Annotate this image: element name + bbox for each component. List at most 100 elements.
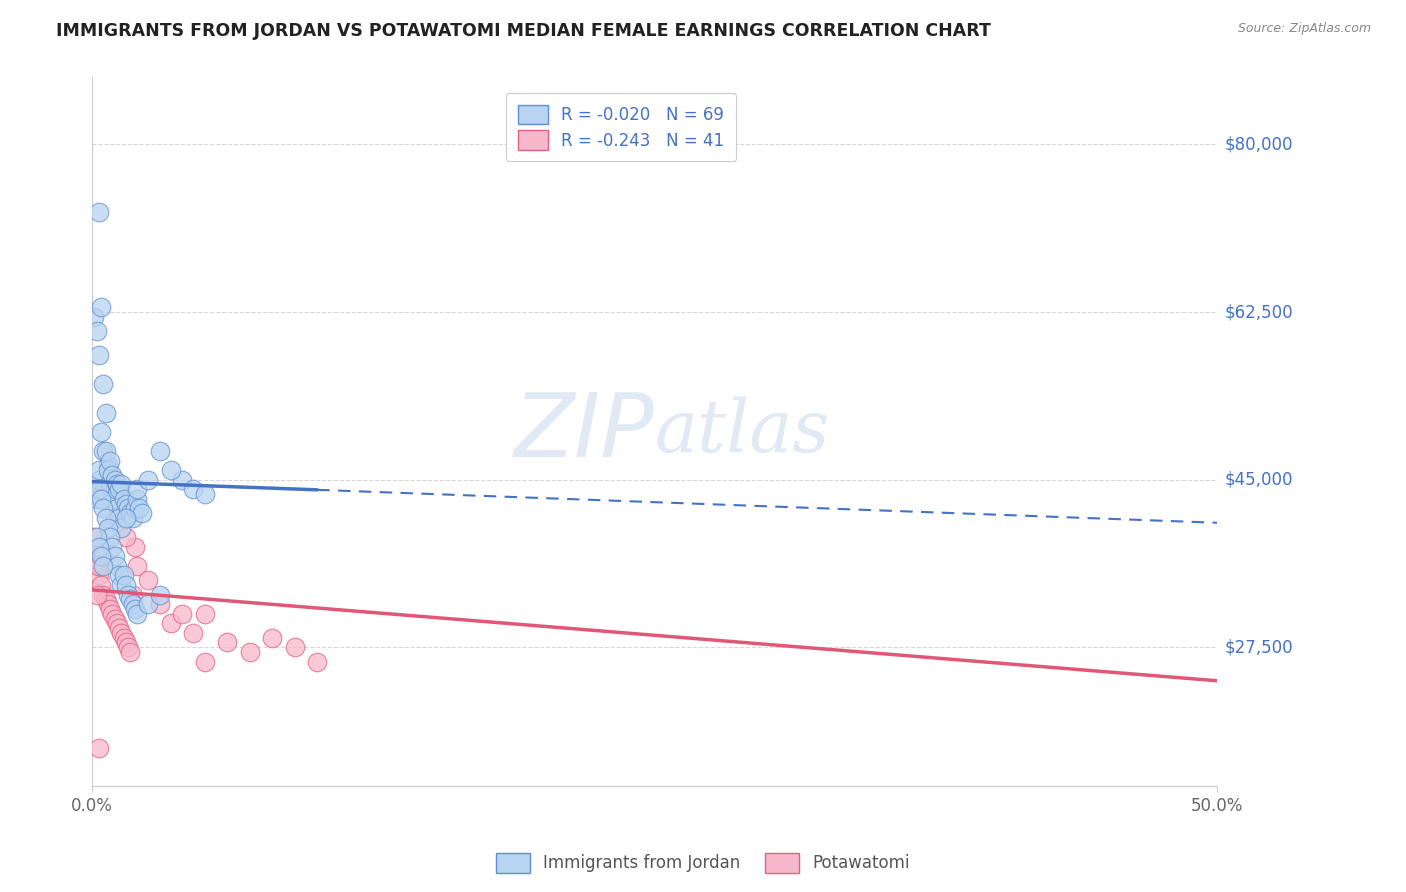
Point xyxy=(97,458,120,473)
Point xyxy=(112,568,135,582)
Point xyxy=(93,549,115,564)
Point xyxy=(105,558,128,573)
Point xyxy=(90,549,112,564)
Point xyxy=(90,491,112,506)
Point xyxy=(110,626,132,640)
Point xyxy=(93,376,115,391)
Point xyxy=(104,611,127,625)
Point xyxy=(124,602,146,616)
Point xyxy=(87,482,110,496)
Point xyxy=(108,482,131,496)
Point xyxy=(194,607,217,621)
Point xyxy=(194,487,217,501)
Point xyxy=(94,444,117,458)
Point xyxy=(149,588,172,602)
Point xyxy=(87,348,110,362)
Point xyxy=(94,592,117,607)
Point xyxy=(105,616,128,631)
Point xyxy=(86,558,108,573)
Point xyxy=(108,511,131,525)
Point xyxy=(110,477,132,491)
Point xyxy=(160,616,183,631)
Point xyxy=(217,635,239,649)
Point xyxy=(131,506,153,520)
Point xyxy=(108,568,131,582)
Point xyxy=(284,640,307,655)
Point xyxy=(93,558,115,573)
Point xyxy=(149,444,172,458)
Point xyxy=(93,501,115,516)
Point xyxy=(149,597,172,611)
Point xyxy=(101,540,124,554)
Point xyxy=(86,530,108,544)
Point xyxy=(104,511,127,525)
Point xyxy=(98,473,121,487)
Point xyxy=(120,645,142,659)
Point xyxy=(117,588,139,602)
Point xyxy=(87,740,110,755)
Point xyxy=(110,520,132,534)
Text: ZIP: ZIP xyxy=(515,389,655,475)
Point xyxy=(108,621,131,635)
Point xyxy=(87,473,110,487)
Point xyxy=(127,491,149,506)
Point xyxy=(124,540,146,554)
Point xyxy=(90,578,112,592)
Point xyxy=(112,491,135,506)
Point xyxy=(127,558,149,573)
Point xyxy=(183,482,205,496)
Text: Source: ZipAtlas.com: Source: ZipAtlas.com xyxy=(1237,22,1371,36)
Point xyxy=(87,568,110,582)
Point xyxy=(115,635,138,649)
Point xyxy=(127,607,149,621)
Text: $80,000: $80,000 xyxy=(1225,136,1292,153)
Point xyxy=(83,549,105,564)
Point xyxy=(128,501,150,516)
Point xyxy=(90,540,112,554)
Point xyxy=(307,655,329,669)
Point xyxy=(101,491,124,506)
Point xyxy=(90,425,112,439)
Point xyxy=(98,530,121,544)
Point xyxy=(93,588,115,602)
Point xyxy=(87,463,110,477)
Point xyxy=(138,573,160,587)
Point xyxy=(97,463,120,477)
Point xyxy=(117,501,139,516)
Text: atlas: atlas xyxy=(655,397,831,467)
Point xyxy=(98,602,121,616)
Point xyxy=(239,645,262,659)
Point xyxy=(121,588,143,602)
Text: $62,500: $62,500 xyxy=(1225,303,1292,321)
Point xyxy=(97,597,120,611)
Point xyxy=(172,473,194,487)
Point xyxy=(101,607,124,621)
Point xyxy=(104,482,127,496)
Point xyxy=(121,597,143,611)
Point xyxy=(83,310,105,324)
Point xyxy=(105,501,128,516)
Legend: R = -0.020   N = 69, R = -0.243   N = 41: R = -0.020 N = 69, R = -0.243 N = 41 xyxy=(506,93,735,161)
Point xyxy=(87,204,110,219)
Point xyxy=(117,640,139,655)
Point xyxy=(98,453,121,467)
Point xyxy=(112,631,135,645)
Point xyxy=(115,530,138,544)
Point xyxy=(104,473,127,487)
Point xyxy=(98,477,121,491)
Point xyxy=(138,473,160,487)
Point xyxy=(94,406,117,420)
Point xyxy=(115,497,138,511)
Point xyxy=(262,631,284,645)
Point xyxy=(115,511,138,525)
Text: IMMIGRANTS FROM JORDAN VS POTAWATOMI MEDIAN FEMALE EARNINGS CORRELATION CHART: IMMIGRANTS FROM JORDAN VS POTAWATOMI MED… xyxy=(56,22,991,40)
Point xyxy=(120,506,142,520)
Text: $27,500: $27,500 xyxy=(1225,639,1292,657)
Point xyxy=(138,597,160,611)
Point xyxy=(105,477,128,491)
Point xyxy=(87,540,110,554)
Point xyxy=(104,549,127,564)
Point xyxy=(124,501,146,516)
Point xyxy=(83,482,105,496)
Point xyxy=(86,324,108,338)
